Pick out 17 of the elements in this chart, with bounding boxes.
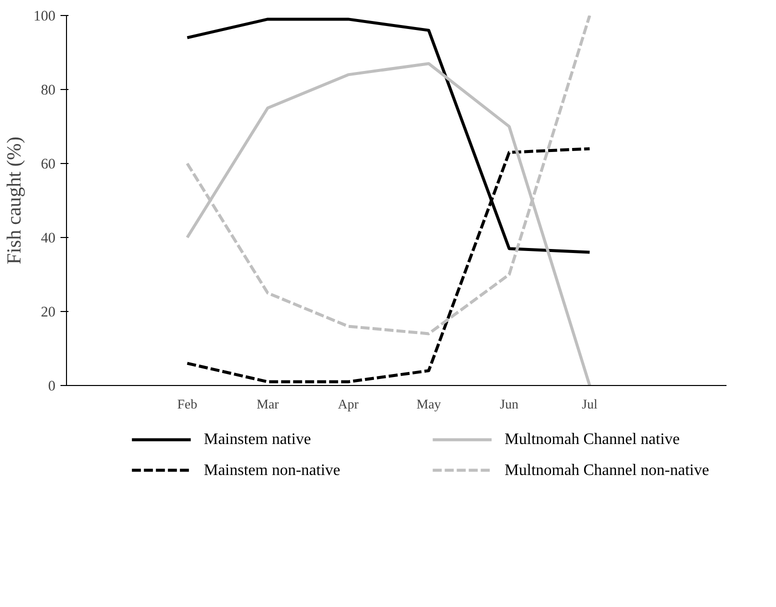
- y-axis-title: Fish caught (%): [4, 136, 26, 264]
- y-tick-label: 60: [40, 156, 56, 172]
- y-tick-label: 80: [40, 82, 56, 98]
- y-tick-label: 100: [34, 8, 56, 24]
- x-tick-label: Jun: [500, 396, 519, 412]
- x-tick-label: Feb: [177, 396, 198, 412]
- y-tick-label: 40: [40, 230, 56, 246]
- legend-label: Mainstem native: [204, 431, 311, 448]
- legend-label: Multnomah Channel native: [504, 431, 680, 448]
- y-tick-label: 20: [40, 304, 56, 320]
- x-tick-label: Jul: [582, 396, 598, 412]
- x-tick-label: May: [416, 396, 442, 412]
- legend-label: Mainstem non-native: [204, 462, 340, 479]
- y-tick-label: 0: [48, 378, 56, 394]
- x-tick-label: Apr: [338, 396, 360, 412]
- x-tick-label: Mar: [256, 396, 280, 412]
- legend-label: Multnomah Channel non-native: [504, 462, 710, 479]
